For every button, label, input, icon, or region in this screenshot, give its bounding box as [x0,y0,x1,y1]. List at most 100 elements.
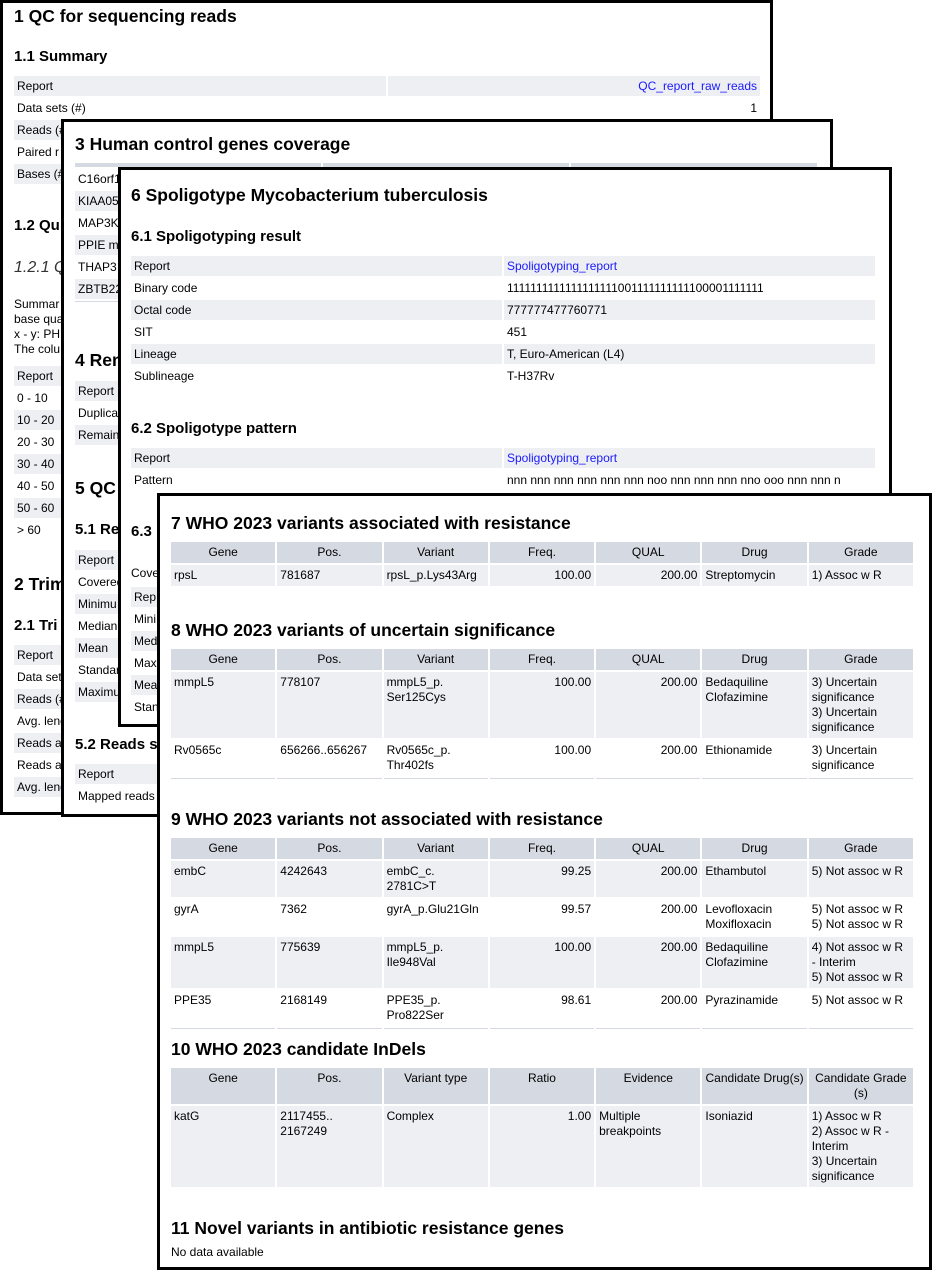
footer-cell [702,1028,807,1029]
section-title: 8 WHO 2023 variants of uncertain signifi… [171,620,556,640]
column-header: QUAL [596,542,701,563]
section-title: 5 QC [75,478,116,498]
column-header [323,163,569,167]
table-cell: Data sets (#) [17,101,86,115]
table-cell: 100.00 [489,937,595,988]
no-data-text: No data available [171,1245,264,1259]
column-header: Ratio [489,1068,595,1104]
table-cell: PPE35 [174,993,212,1007]
column-header [571,163,817,167]
table-row: Median [75,616,817,636]
table-cell: 775639 [277,937,382,988]
table-cell: SIT [134,325,153,339]
report-link[interactable]: QC_report_raw_reads [638,79,757,93]
table-cell: Bedaquiline Clofazimine [702,672,807,738]
table-cell: katG [171,1106,276,1187]
spoligotyping-result-table: Report Spoligotyping_report Binary code 111… [129,254,877,388]
column-header: QUAL [596,649,701,670]
table-row: katG 2117455.. 2167249 Complex 1.00 Multiple… [171,1106,913,1187]
table-row: Mini [131,609,875,629]
table-row: Report Spoligotyping_report [131,448,875,468]
table-cell: 100.00 [489,672,595,738]
table-cell: Multiple breakpoints [596,1106,701,1187]
table-cell: 99.25 [489,861,595,897]
table-row: mmpL5 775639 mmpL5_p. Ile948Val 100.00 200.0… [171,937,913,988]
table-cell: 40 - 50 [17,479,55,493]
table-row: Duplica [75,403,817,423]
section-title: 2 Trim [14,574,66,594]
column-header: Grade [808,838,913,859]
table-row: Report QC_report_raw_reads [14,76,760,96]
table-cell: Covered [78,575,124,589]
table-cell: embC_c. 2781C>T [383,861,488,897]
table-cell: rpsL [171,565,276,586]
table-row: 20 - 30 [14,432,760,452]
column-header: Drug [702,542,807,563]
table-row: Rv0565c 656266..656267 Rv0565c_p. Thr402fs… [171,740,913,776]
table-cell: > 60 [17,523,41,537]
table-cell: Streptomycin [702,565,807,586]
column-header: Gene [171,1068,276,1104]
footer-cell [383,778,488,779]
column-header: Grade [808,649,913,670]
column-header: Gene [171,838,276,859]
table-row: Standar [75,660,817,680]
column-header: Variant [383,542,488,563]
table-row: Report Spoligotyping_report [131,256,875,276]
not-associated-variants-table: Gene Pos. Variant Freq. QUAL Drug Grade embC 424… [169,836,915,1031]
table-cell: 5) Not assoc w R [808,861,913,897]
coverage-text: Cove [131,566,160,580]
table-row: Data sets (#) 1 [14,98,760,118]
table-row: rpsL 781687 rpsL_p.Lys43Arg 100.00 200.00 Str… [171,565,913,586]
column-header: Candidate Grade (s) [808,1068,913,1104]
footer-cell [808,1028,913,1029]
table-cell: 200.00 [596,672,701,738]
section-heading: 6.2 Spoligotype pattern [131,420,297,437]
table-cell: Sublineage [134,369,195,383]
table-cell: Bedaquiline Clofazimine [702,937,807,988]
footer-cell [596,778,701,779]
section-heading: 5.1 Re [75,521,120,538]
section-title: 7 WHO 2023 variants associated with resi… [171,513,571,533]
report-link[interactable]: Spoligotyping_report [507,451,618,465]
table-cell: Octal code [131,300,502,320]
section-heading: 1.2 Qu [14,217,60,234]
table-cell: 200.00 [596,937,701,988]
table-cell: 1) Assoc w R [808,565,913,586]
table-cell: Binary code [134,281,198,295]
table-cell: 20 - 30 [17,435,55,449]
table-row: Maxi [131,653,875,673]
candidate-indels-table: Gene Pos. Variant type Ratio Evidence Candida… [169,1066,915,1189]
table-row: Reads a [14,755,760,775]
table-cell: Pyrazinamide [705,993,779,1007]
table-cell: Spoligotyping_report [504,448,875,468]
column-header: Freq. [489,542,595,563]
table-cell: gyrA [174,902,199,916]
table-cell: 2117455.. 2167249 [277,1106,382,1187]
table-cell: 656266..656267 [280,743,368,757]
table-header-row: Gene Pos. Variant Freq. QUAL Drug Grade [171,838,913,859]
table-cell: 200.00 [660,902,698,916]
footer-cell [277,1028,382,1029]
column-header: Drug [702,649,807,670]
footer-cell [596,1028,701,1029]
table-cell: mmpL5 [171,937,276,988]
table-cell: Stan [134,700,159,714]
footer-cell [171,1028,276,1029]
column-header: QUAL [596,838,701,859]
table-cell: 777777477760771 [504,300,875,320]
table-cell: 7362 [280,902,307,916]
footer-cell [277,778,382,779]
table-cell: embC [171,861,276,897]
table-cell: 781687 [277,565,382,586]
table-cell: 200.00 [596,565,701,586]
column-header: Variant type [383,1068,488,1104]
table-cell: 1) Assoc w R 2) Assoc w R - Interim 3) U… [808,1106,913,1187]
table-cell: Report [131,448,502,468]
uncertain-variants-table: Gene Pos. Variant Freq. QUAL Drug Grade mmpL5 77… [169,647,915,781]
column-header: Gene [171,542,276,563]
table-cell: Maxi [134,656,160,670]
table-cell: THAP3 [78,260,117,274]
report-link[interactable]: Spoligotyping_report [507,259,618,273]
table-row: Paired r [14,142,760,162]
